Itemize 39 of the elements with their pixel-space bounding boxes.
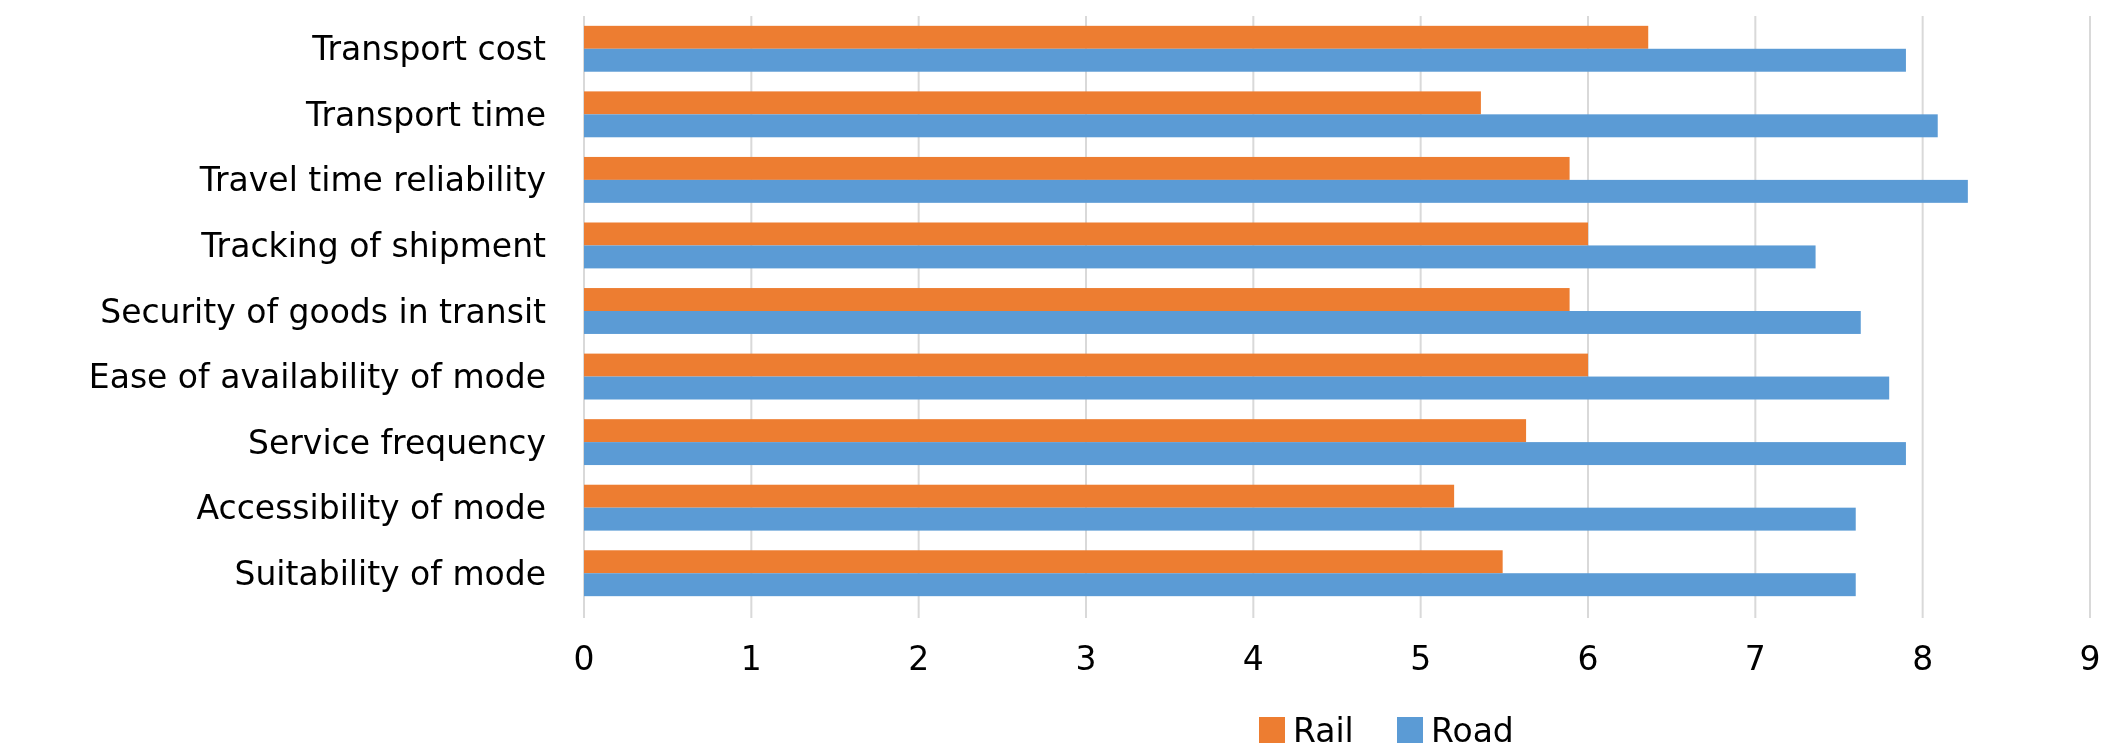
- y-tick-label: Transport time: [305, 94, 546, 134]
- y-tick-label: Accessibility of mode: [196, 488, 546, 528]
- y-tick-label: Tracking of shipment: [200, 225, 547, 265]
- bar: [584, 376, 1890, 400]
- bar: [584, 179, 1968, 203]
- legend-label: Road: [1431, 710, 1514, 750]
- x-tick-label: 0: [573, 638, 595, 678]
- x-tick-label: 8: [1912, 638, 1934, 678]
- bar: [584, 507, 1856, 531]
- bar: [584, 222, 1588, 246]
- bar: [584, 114, 1938, 138]
- x-tick-label: 7: [1744, 638, 1766, 678]
- bar: [584, 311, 1861, 334]
- x-tick-label: 5: [1410, 638, 1432, 678]
- bar: [584, 25, 1649, 49]
- x-tick-label: 9: [2079, 638, 2101, 678]
- bar: [584, 353, 1588, 377]
- y-tick-label: Transport cost: [311, 29, 547, 69]
- x-tick-label: 3: [1075, 638, 1097, 678]
- legend-label: Rail: [1293, 710, 1354, 750]
- x-tick-label: 1: [740, 638, 762, 678]
- bar: [584, 484, 1455, 508]
- x-tick-label: 2: [908, 638, 930, 678]
- x-tick-label: 4: [1242, 638, 1264, 678]
- y-tick-label: Ease of availability of mode: [88, 357, 546, 397]
- bar: [584, 550, 1503, 574]
- bar: [584, 91, 1481, 115]
- bar: [584, 442, 1906, 466]
- y-tick-label: Security of goods in transit: [100, 291, 547, 331]
- bar: [584, 245, 1816, 269]
- bar: [584, 419, 1527, 443]
- y-tick-label: Suitability of mode: [234, 553, 546, 593]
- bar: [584, 573, 1856, 597]
- bar: [584, 288, 1570, 311]
- y-tick-label: Service frequency: [248, 422, 546, 462]
- y-tick-label: Travel time reliability: [198, 160, 546, 200]
- bar: [584, 156, 1570, 180]
- x-tick-label: 6: [1577, 638, 1599, 678]
- bar: [584, 48, 1906, 72]
